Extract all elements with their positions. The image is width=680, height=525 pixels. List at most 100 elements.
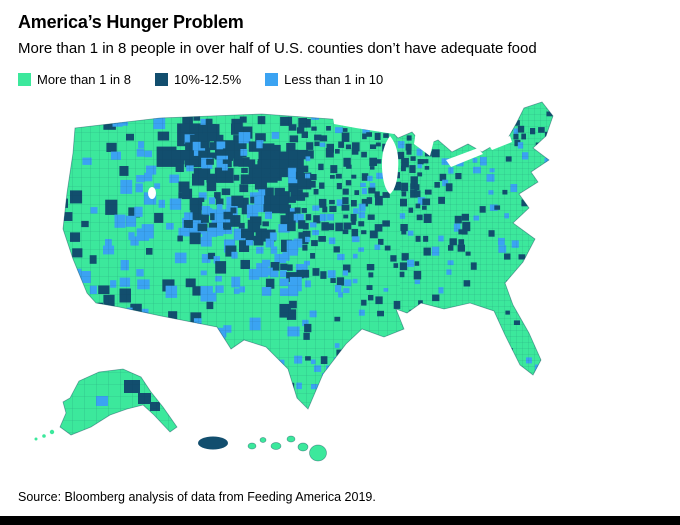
county-patch — [650, 295, 657, 301]
county-patch — [622, 341, 628, 345]
county-patch — [525, 293, 531, 300]
county-patch — [207, 423, 216, 431]
county-patch — [463, 424, 469, 431]
county-patch — [658, 408, 665, 415]
county-patch — [407, 117, 416, 125]
county-patch — [393, 364, 399, 369]
page-title: America’s Hunger Problem — [18, 12, 244, 32]
county-patch — [584, 318, 591, 325]
page-subtitle: More than 1 in 8 people in over half of … — [18, 40, 537, 57]
county-patch — [632, 174, 639, 180]
county-patch — [256, 348, 264, 355]
county-patch — [521, 268, 529, 275]
county-patch — [273, 372, 282, 382]
county-patch — [529, 277, 537, 285]
county-patch — [184, 429, 196, 440]
county-patch — [399, 117, 404, 123]
county-patch — [545, 248, 553, 258]
county-patch — [82, 116, 90, 125]
county-patch — [549, 232, 553, 236]
county-patch — [351, 382, 357, 389]
county-patch — [609, 192, 614, 198]
county-patch — [298, 416, 304, 423]
county-patch — [361, 364, 366, 370]
county-patch — [622, 428, 627, 434]
county-patch — [630, 422, 638, 429]
legend-swatch-dark-blue — [154, 73, 168, 86]
aleutian-island — [49, 429, 55, 435]
county-patch — [190, 431, 196, 436]
county-patch — [463, 408, 470, 409]
county-patch — [390, 421, 397, 427]
county-patch — [505, 414, 513, 422]
county-patch — [639, 400, 645, 407]
county-patch — [449, 372, 455, 379]
county-patch — [543, 255, 551, 263]
county-patch — [648, 332, 655, 338]
county-patch — [192, 341, 202, 354]
map-area — [0, 96, 680, 488]
county-patch — [206, 389, 215, 397]
county-patch — [568, 375, 576, 382]
county-patch — [153, 431, 159, 438]
county-patch — [103, 110, 111, 118]
county-patch — [616, 240, 624, 249]
county-patch — [552, 147, 553, 153]
county-patch — [339, 424, 345, 430]
county-patch — [241, 380, 252, 391]
lake-huron-shape — [414, 130, 434, 156]
county-patch — [471, 407, 477, 409]
county-patch — [463, 391, 469, 398]
county-patch — [519, 376, 525, 381]
county-patch — [562, 300, 567, 305]
county-patch — [632, 343, 637, 347]
county-patch — [582, 260, 588, 265]
county-patch — [654, 366, 662, 374]
county-patch — [431, 374, 437, 381]
county-patch — [623, 141, 629, 148]
legend-swatch-green — [18, 73, 31, 86]
county-patch — [278, 432, 284, 438]
county-patch — [568, 118, 574, 123]
county-patch — [464, 350, 471, 357]
county-patch — [415, 118, 422, 124]
county-patch — [529, 219, 537, 227]
county-patch — [142, 364, 153, 377]
county-patch — [602, 303, 610, 313]
county-patch — [189, 348, 197, 358]
county-patch — [647, 368, 652, 373]
county-patch — [223, 365, 232, 375]
aleutian-island — [42, 434, 46, 438]
county-patch — [72, 351, 79, 357]
us-county-choropleth-map — [34, 101, 668, 462]
county-patch — [449, 363, 457, 373]
county-patch — [375, 421, 381, 426]
county-patch — [506, 124, 513, 132]
county-patch — [416, 125, 422, 131]
county-patch — [493, 359, 501, 366]
alaska-outline — [59, 368, 178, 436]
county-patch — [574, 348, 580, 353]
county-patch — [609, 388, 615, 395]
county-patch — [112, 351, 122, 362]
great-salt-lake-shape — [148, 187, 156, 199]
continental-outline — [62, 101, 554, 410]
county-patch — [489, 357, 495, 363]
county-patch — [471, 115, 477, 121]
county-patch — [646, 254, 652, 260]
county-patch — [562, 118, 568, 124]
alaska-peninsula-dark-shape — [198, 436, 228, 450]
county-patch — [599, 118, 607, 124]
county-patch — [662, 140, 668, 145]
county-patch — [561, 207, 569, 216]
county-patch — [216, 365, 226, 376]
county-patch — [321, 398, 329, 407]
county-patch — [63, 268, 68, 274]
county-patch — [583, 120, 590, 126]
county-patch — [658, 111, 665, 116]
county-patch — [602, 340, 608, 346]
county-patch — [445, 342, 454, 349]
county-patch — [647, 313, 652, 318]
county-patch — [402, 430, 409, 437]
